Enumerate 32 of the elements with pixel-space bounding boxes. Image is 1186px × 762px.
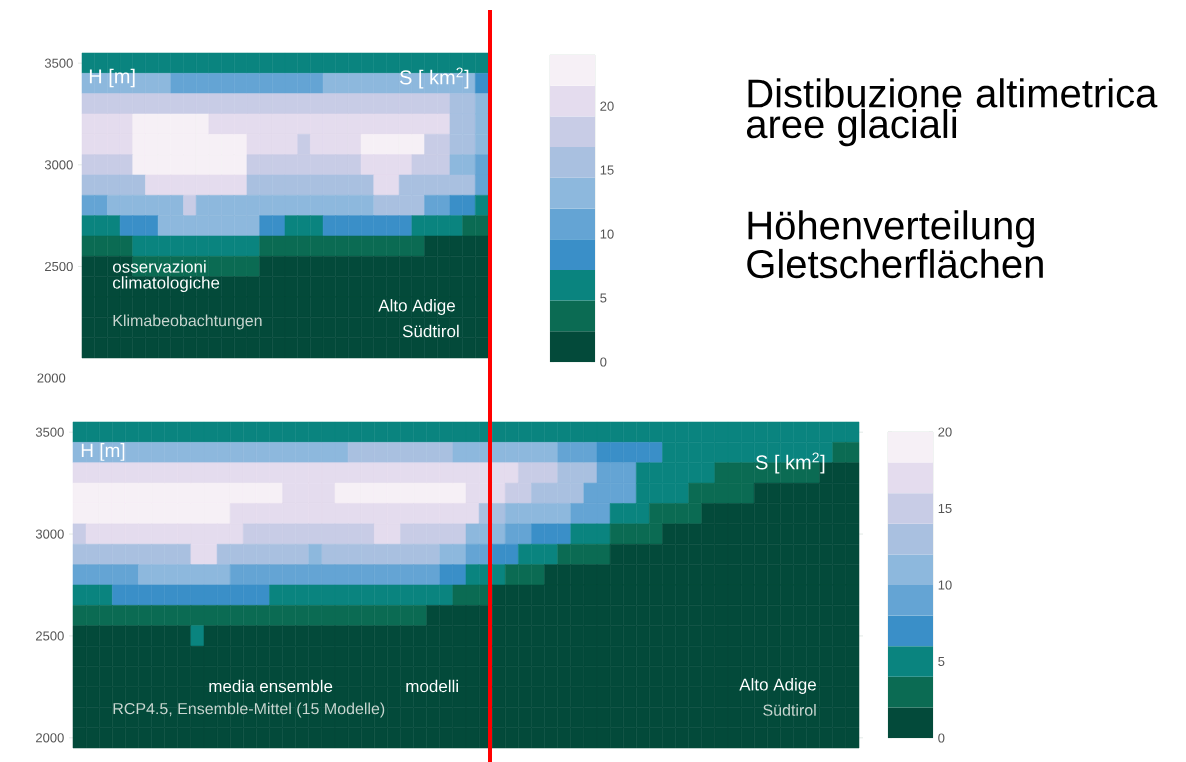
text: Distibuzione altimetrica aree glaciali bbox=[746, 78, 1158, 147]
y-tick-label: 2000 bbox=[36, 733, 64, 743]
annotation: Alto Adige bbox=[739, 678, 816, 694]
annotation: Alto Adige bbox=[378, 299, 455, 315]
y-tick-label: 3500 bbox=[44, 58, 73, 68]
color-bar-label: 5 bbox=[600, 293, 607, 303]
text: Höhenverteilung Gletscherflächen bbox=[747, 210, 1043, 279]
color-bar-label: 15 bbox=[938, 503, 952, 514]
color-bar-label: 20 bbox=[938, 427, 952, 437]
y-tick-label: 2500 bbox=[36, 631, 64, 641]
annotation: H [m] bbox=[81, 443, 125, 461]
y-tick-label: 3500 bbox=[35, 427, 64, 437]
annotation: osservazioni climatologiche bbox=[112, 260, 220, 293]
annotation: Südtirol bbox=[763, 704, 816, 716]
color-bar-label: 10 bbox=[938, 580, 952, 590]
color-bar-label: 15 bbox=[600, 165, 614, 175]
y-tick-label: 3000 bbox=[44, 160, 73, 170]
color-bar-label: 0 bbox=[600, 357, 607, 367]
annotation: RCP4.5, Ensemble-Mittel (15 Modelle) bbox=[113, 702, 385, 718]
color-bar-label: 10 bbox=[600, 229, 614, 239]
annotation: modelli bbox=[406, 679, 458, 693]
annotation: media ensemble bbox=[209, 679, 333, 693]
color-bar-label: 20 bbox=[600, 101, 614, 111]
annotation: H [m] bbox=[89, 68, 135, 88]
y-tick-label: 2500 bbox=[45, 261, 73, 272]
y-tick-label: 3000 bbox=[35, 529, 64, 539]
annotation: S [ km$^{2}$] bbox=[755, 452, 825, 474]
annotation: Klimabeobachtungen bbox=[113, 314, 262, 330]
color-bar-label: 0 bbox=[938, 733, 945, 743]
color-bar-label: 5 bbox=[938, 656, 945, 667]
annotation: S [ km$^{2}$] bbox=[399, 67, 469, 89]
annotation: Südtirol bbox=[402, 324, 459, 338]
